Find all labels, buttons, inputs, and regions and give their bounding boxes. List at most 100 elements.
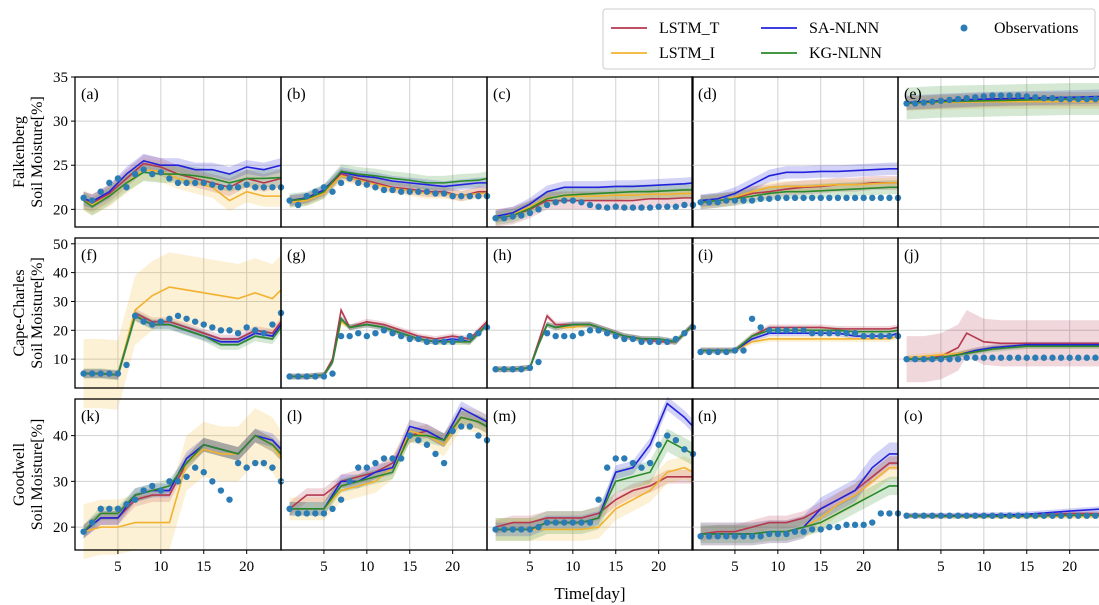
observation-point (260, 329, 268, 337)
observation-point (320, 510, 328, 517)
observation-point (920, 355, 927, 363)
observation-point (140, 487, 147, 494)
observation-point (963, 94, 970, 102)
x-tick-label: 10 (770, 559, 785, 575)
y-tick-label: 25 (53, 158, 68, 174)
observation-point (989, 354, 996, 361)
observation-point (612, 455, 619, 462)
observation-point (561, 197, 568, 204)
observation-point (629, 204, 637, 211)
observation-point (834, 194, 842, 202)
observation-point (569, 197, 577, 204)
observation-point (595, 203, 602, 210)
series-line-lstm-i (495, 192, 693, 219)
observation-point (989, 512, 996, 519)
panel-frame (691, 237, 899, 389)
observation-point (621, 455, 628, 462)
observation-point (1083, 512, 1091, 519)
observation-point (123, 361, 130, 369)
observation-point (603, 329, 611, 337)
observation-point (723, 348, 730, 356)
uncertainty-band-kg-nlnn (700, 476, 898, 544)
observation-point (757, 324, 764, 331)
observation-point (920, 99, 927, 106)
observation-point (209, 478, 216, 485)
observation-point (826, 523, 833, 531)
observation-point (552, 332, 559, 340)
observation-point (406, 432, 413, 439)
observation-point (123, 184, 130, 191)
observation-point (705, 533, 713, 540)
panel-label: (j) (904, 247, 919, 264)
observation-point (621, 335, 628, 343)
observation-point (260, 184, 268, 191)
observation-point (851, 521, 859, 529)
uncertainty-band-kg-nlnn (495, 428, 693, 541)
observation-point (629, 335, 637, 343)
observation-point (543, 519, 551, 526)
observation-point (440, 338, 448, 346)
x-tick-label: 10 (359, 559, 374, 575)
observation-point (826, 329, 833, 337)
y-tick-label: 35 (53, 70, 68, 86)
observation-point (475, 329, 482, 337)
observation-point (200, 179, 207, 187)
observation-point (1092, 512, 1099, 519)
observation-point (226, 184, 233, 191)
legend-label: SA-NLNN (809, 20, 880, 37)
row-label-line: Cape-Charles (11, 269, 28, 356)
observation-point (131, 496, 139, 503)
observation-point (791, 528, 799, 535)
observation-point (980, 93, 988, 100)
series-line-lstm-t (495, 197, 693, 219)
observation-point (886, 332, 893, 340)
observation-point (843, 521, 850, 529)
panel-frame (486, 398, 694, 551)
observation-point (500, 526, 508, 533)
observation-point (88, 519, 96, 526)
observation-point (329, 370, 336, 377)
observation-point (774, 327, 782, 334)
observation-point (346, 478, 353, 485)
observation-point (603, 464, 611, 471)
observation-point (492, 366, 499, 373)
observation-point (714, 199, 721, 206)
observation-point (243, 181, 250, 188)
series-line-sa-nlnn (495, 323, 694, 371)
observation-point (1092, 354, 1099, 361)
y-tick-label: 20 (53, 323, 68, 339)
observation-point (869, 332, 876, 340)
observation-point (157, 487, 165, 494)
observation-point (149, 170, 156, 178)
observation-point (646, 204, 654, 211)
observation-point (449, 427, 456, 435)
observation-point (569, 519, 577, 526)
observation-point (766, 530, 773, 538)
panel-frame (280, 237, 488, 389)
x-tick-label: 15 (402, 559, 417, 575)
observation-point (312, 510, 319, 517)
panel-o: (o) 5 10 15 20 (897, 398, 1099, 575)
observation-point (432, 338, 439, 346)
y-tick-label: 40 (53, 266, 68, 282)
observation-point (757, 195, 764, 202)
observation-point (723, 533, 730, 540)
row-label-line: Goodwell (11, 442, 28, 506)
observation-point (851, 329, 859, 337)
observation-point (209, 181, 216, 188)
observation-point (406, 335, 413, 343)
observation-point (191, 464, 199, 471)
observation-point (363, 332, 371, 340)
observation-point (114, 175, 122, 182)
panel-f: (f) 10 20 30 40 50 (53, 237, 285, 410)
y-tick-label: 50 (53, 237, 68, 253)
observation-point (911, 100, 919, 107)
observation-point (415, 436, 422, 444)
observation-point (1014, 354, 1022, 361)
legend-entry-sa-nlnn: SA-NLNN (761, 20, 880, 37)
observation-point (320, 373, 328, 380)
observation-point (783, 530, 790, 538)
observation-point (664, 203, 671, 210)
panel-frame (486, 237, 694, 389)
